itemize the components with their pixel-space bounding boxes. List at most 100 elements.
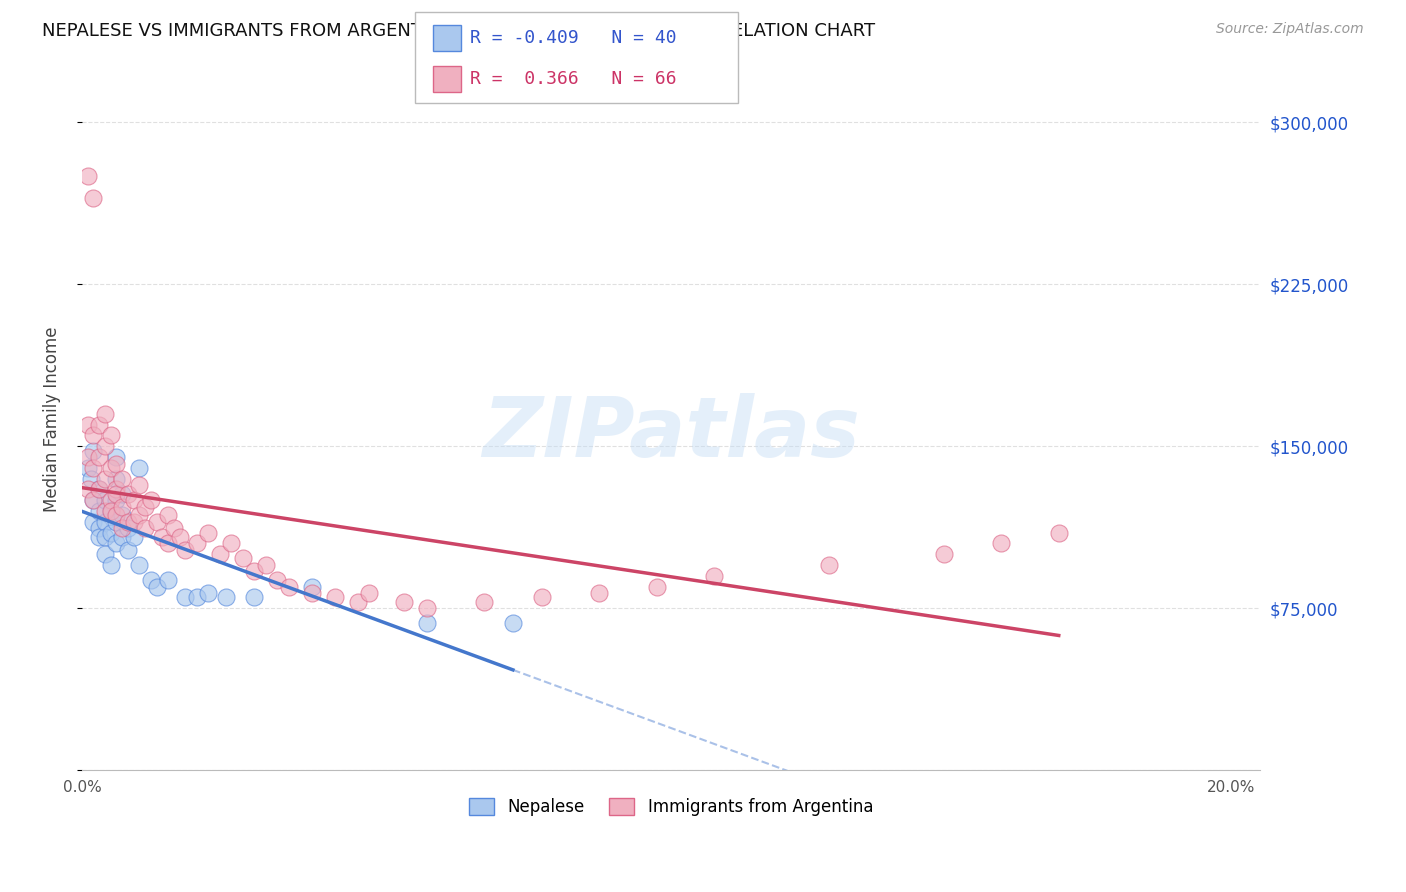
Point	[100, 460, 122, 475]
Point	[990, 536, 1012, 550]
Point	[89, 530, 111, 544]
Point	[111, 487, 134, 501]
Point	[392, 594, 415, 608]
Point	[76, 169, 98, 184]
Point	[588, 586, 610, 600]
Point	[232, 551, 254, 566]
Point	[346, 594, 368, 608]
Point	[82, 515, 104, 529]
Point	[79, 472, 101, 486]
Point	[502, 616, 524, 631]
Point	[117, 515, 139, 529]
Point	[139, 493, 162, 508]
Point	[111, 508, 134, 523]
Point	[89, 521, 111, 535]
Point	[169, 530, 191, 544]
Point	[197, 525, 219, 540]
Point	[117, 542, 139, 557]
Point	[186, 536, 208, 550]
Point	[186, 591, 208, 605]
Text: ZIPatlas: ZIPatlas	[482, 392, 860, 474]
Point	[82, 493, 104, 508]
Point	[100, 558, 122, 572]
Point	[818, 558, 841, 572]
Point	[243, 565, 266, 579]
Point	[128, 460, 150, 475]
Point	[111, 472, 134, 486]
Point	[301, 586, 323, 600]
Point	[134, 521, 156, 535]
Point	[703, 568, 725, 582]
Y-axis label: Median Family Income: Median Family Income	[44, 326, 60, 512]
Point	[157, 536, 180, 550]
Point	[82, 493, 104, 508]
Point	[82, 428, 104, 442]
Point	[100, 428, 122, 442]
Point	[157, 508, 180, 523]
Point	[89, 504, 111, 518]
Point	[128, 508, 150, 523]
Point	[100, 493, 122, 508]
Point	[76, 450, 98, 464]
Point	[277, 580, 299, 594]
Point	[105, 450, 128, 464]
Point	[163, 521, 186, 535]
Point	[105, 493, 128, 508]
Point	[82, 460, 104, 475]
Point	[105, 487, 128, 501]
Point	[128, 558, 150, 572]
Point	[415, 601, 437, 615]
Point	[174, 591, 197, 605]
Point	[243, 591, 266, 605]
Point	[214, 591, 236, 605]
Point	[94, 439, 117, 453]
Point	[111, 521, 134, 535]
Point	[82, 191, 104, 205]
Point	[122, 530, 145, 544]
Point	[197, 586, 219, 600]
Text: NEPALESE VS IMMIGRANTS FROM ARGENTINA MEDIAN FAMILY INCOME CORRELATION CHART: NEPALESE VS IMMIGRANTS FROM ARGENTINA ME…	[42, 22, 876, 40]
Point	[111, 500, 134, 514]
Point	[111, 530, 134, 544]
Point	[76, 483, 98, 497]
Point	[105, 536, 128, 550]
Point	[152, 530, 174, 544]
Point	[117, 521, 139, 535]
Point	[301, 580, 323, 594]
Point	[415, 616, 437, 631]
Text: R = -0.409   N = 40: R = -0.409 N = 40	[470, 29, 676, 47]
Point	[76, 417, 98, 432]
Point	[1047, 525, 1070, 540]
Point	[105, 457, 128, 471]
Point	[100, 525, 122, 540]
Point	[645, 580, 668, 594]
Point	[323, 591, 346, 605]
Point	[105, 472, 128, 486]
Point	[932, 547, 955, 561]
Point	[105, 515, 128, 529]
Point	[266, 573, 288, 587]
Point	[254, 558, 277, 572]
Point	[128, 478, 150, 492]
Point	[94, 504, 117, 518]
Text: Source: ZipAtlas.com: Source: ZipAtlas.com	[1216, 22, 1364, 37]
Point	[122, 493, 145, 508]
Point	[89, 483, 111, 497]
Point	[174, 542, 197, 557]
Point	[208, 547, 231, 561]
Point	[139, 573, 162, 587]
Point	[145, 580, 167, 594]
Point	[134, 500, 156, 514]
Point	[94, 530, 117, 544]
Point	[221, 536, 243, 550]
Point	[82, 443, 104, 458]
Point	[145, 515, 167, 529]
Point	[359, 586, 381, 600]
Point	[105, 483, 128, 497]
Point	[530, 591, 553, 605]
Point	[122, 515, 145, 529]
Legend: Nepalese, Immigrants from Argentina: Nepalese, Immigrants from Argentina	[460, 790, 882, 825]
Point	[89, 483, 111, 497]
Point	[117, 487, 139, 501]
Point	[472, 594, 495, 608]
